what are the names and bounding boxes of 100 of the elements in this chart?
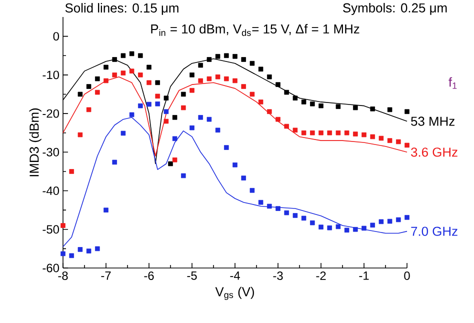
- point: [404, 215, 410, 220]
- point: [310, 220, 315, 226]
- point: [276, 82, 280, 87]
- point: [292, 128, 298, 133]
- point: [292, 213, 298, 218]
- point: [370, 134, 375, 140]
- point: [396, 139, 401, 144]
- point: [120, 130, 126, 136]
- point: [276, 116, 280, 122]
- point: [362, 226, 366, 231]
- x-tick-label: -2: [316, 272, 326, 280]
- point: [198, 115, 203, 120]
- point: [336, 104, 341, 109]
- point: [396, 217, 401, 222]
- point: [404, 109, 410, 114]
- point: [164, 96, 169, 100]
- point: [284, 124, 289, 129]
- point: [181, 173, 186, 178]
- point: [129, 112, 134, 118]
- x-tick-label: -5: [187, 272, 197, 280]
- point: [155, 101, 160, 106]
- point: [370, 106, 375, 112]
- point: [250, 188, 255, 193]
- point: [164, 118, 169, 124]
- point: [344, 228, 350, 233]
- x-tick-label: -7: [101, 272, 111, 280]
- point: [258, 100, 264, 104]
- point: [164, 109, 169, 114]
- x-tick-label: -3: [273, 272, 283, 280]
- series-label: 7.0 GHz: [411, 226, 458, 236]
- point: [267, 109, 272, 114]
- point: [241, 57, 246, 62]
- point: [224, 76, 229, 82]
- point: [138, 72, 143, 78]
- series-label: 53 MHz: [411, 116, 454, 126]
- point: [206, 57, 212, 62]
- point: [146, 102, 152, 107]
- point: [241, 84, 246, 89]
- point: [267, 204, 272, 209]
- point: [78, 247, 83, 252]
- point: [69, 169, 74, 174]
- point: [387, 138, 392, 143]
- text: Symbols: 0.25 μm: [343, 2, 447, 16]
- point: [370, 222, 375, 228]
- point: [86, 107, 92, 112]
- point: [224, 53, 229, 58]
- point: [292, 96, 298, 100]
- point: [362, 132, 366, 138]
- point: [301, 130, 306, 136]
- y-tick-label: -40: [42, 186, 60, 195]
- point: [336, 130, 341, 136]
- point: [310, 101, 315, 106]
- point: [318, 224, 324, 230]
- point: [206, 76, 212, 82]
- line-series: [62, 76, 408, 156]
- point: [138, 53, 143, 58]
- point: [258, 200, 264, 205]
- point: [327, 130, 332, 136]
- point: [250, 60, 255, 66]
- point: [301, 100, 306, 104]
- point: [95, 76, 100, 82]
- point: [224, 145, 229, 150]
- point: [327, 225, 332, 230]
- point: [250, 92, 255, 97]
- point: [404, 142, 410, 148]
- point: [146, 80, 152, 86]
- x-tick-label: -1: [359, 272, 369, 280]
- point: [387, 218, 392, 224]
- y-tick-label: -30: [42, 148, 60, 156]
- text: Solid lines: 0.15 μm: [65, 3, 178, 15]
- point: [276, 206, 280, 211]
- point: [69, 253, 74, 258]
- point: [168, 161, 173, 166]
- y-axis-title: IMD3 (dBm): [29, 108, 42, 176]
- point: [190, 125, 194, 130]
- y-tick-label: -10: [42, 70, 60, 80]
- point: [232, 162, 238, 168]
- x-axis-title: V$_{gs}$ (V): [215, 286, 254, 300]
- point: [112, 72, 117, 78]
- point: [198, 62, 203, 68]
- point: [206, 116, 212, 122]
- y-tick-label: -60: [42, 264, 60, 272]
- annotation: P$_{in}$ = 10 dBm, V$_{ds}$= 15 V, Δf = 1 MHz: [151, 24, 360, 36]
- point: [172, 136, 178, 142]
- point: [198, 78, 203, 84]
- point: [284, 90, 289, 95]
- point: [318, 103, 324, 108]
- point: [112, 160, 117, 165]
- point: [104, 64, 108, 70]
- point: [215, 74, 220, 80]
- point: [232, 54, 238, 59]
- point: [104, 208, 108, 212]
- point: [181, 92, 186, 97]
- point: [146, 64, 152, 70]
- point: [344, 130, 350, 136]
- point: [378, 136, 384, 141]
- point: [215, 54, 220, 59]
- x-tick-label: -8: [58, 272, 68, 280]
- point: [155, 94, 160, 99]
- point: [155, 80, 160, 86]
